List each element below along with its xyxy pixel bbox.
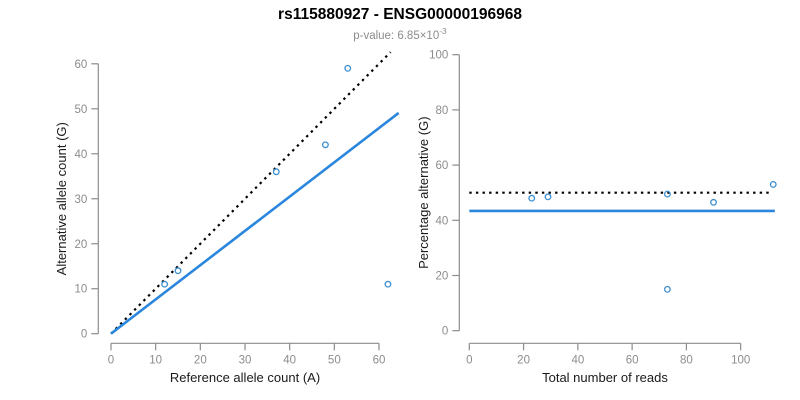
x-axis-title: Reference allele count (A) (170, 370, 320, 385)
identity-line (110, 51, 392, 335)
y-tick-label: 0 (442, 326, 448, 338)
data-point (272, 168, 280, 176)
x-tick-label: 50 (328, 354, 341, 366)
y-axis-title: Alternative allele count (G) (54, 122, 69, 275)
x-tick-label: 40 (571, 354, 584, 366)
x-tick-label: 0 (108, 354, 114, 366)
x-axis-title: Total number of reads (542, 370, 668, 385)
fit-line (110, 111, 400, 335)
x-tick-label: 60 (626, 354, 639, 366)
chart-subtitle: p-value: 6.85×10-3 (0, 26, 800, 42)
data-point (344, 64, 352, 72)
y-tick-label: 80 (436, 105, 449, 117)
data-point (174, 267, 182, 275)
lines-group (469, 191, 775, 213)
data-point (663, 190, 671, 198)
x-tick-label: 20 (517, 354, 530, 366)
x-tick-label: 80 (680, 354, 693, 366)
y-tick-label: 20 (75, 239, 88, 251)
data-point (663, 285, 671, 293)
y-tick-label: 10 (75, 284, 88, 296)
lines-group (110, 51, 400, 335)
x-tick-label: 20 (194, 354, 207, 366)
data-point (528, 194, 536, 202)
x-tick-label: 0 (466, 354, 472, 366)
y-tick-label: 100 (429, 50, 448, 62)
x-tick-label: 10 (149, 354, 162, 366)
pvalue-text: p-value: 6.85×10 (353, 29, 440, 42)
figure-header: rs115880927 - ENSG00000196968 p-value: 6… (0, 0, 800, 42)
data-point (769, 180, 777, 188)
x-tick-label: 40 (283, 354, 296, 366)
x-tick-label: 30 (239, 354, 252, 366)
data-point (321, 141, 329, 149)
data-point (710, 198, 717, 206)
chart-title: rs115880927 - ENSG00000196968 (278, 6, 522, 23)
pvalue-exponent: -3 (439, 26, 447, 36)
y-tick-label: 40 (436, 215, 449, 227)
plot-right: 0 20 40 60 80 100 0 20 40 60 80 100 Total number of … (416, 50, 777, 385)
data-point (384, 280, 392, 288)
y-tick-label: 50 (75, 104, 88, 116)
x-tick-label: 60 (373, 354, 386, 366)
data-point (161, 280, 169, 288)
plot-left: 0 10 20 30 40 50 60 0 10 20 30 40 50 60 Reference alle… (54, 51, 400, 385)
y-tick-label: 30 (75, 194, 88, 206)
y-tick-label: 0 (81, 329, 87, 341)
y-tick-label: 40 (75, 149, 88, 161)
data-point (544, 193, 552, 201)
x-tick-label: 100 (731, 354, 750, 366)
y-tick-label: 60 (75, 59, 88, 71)
y-axis-title: Percentage alternative (G) (416, 116, 431, 268)
y-tick-label: 20 (436, 271, 449, 283)
y-tick-label: 60 (436, 160, 449, 172)
